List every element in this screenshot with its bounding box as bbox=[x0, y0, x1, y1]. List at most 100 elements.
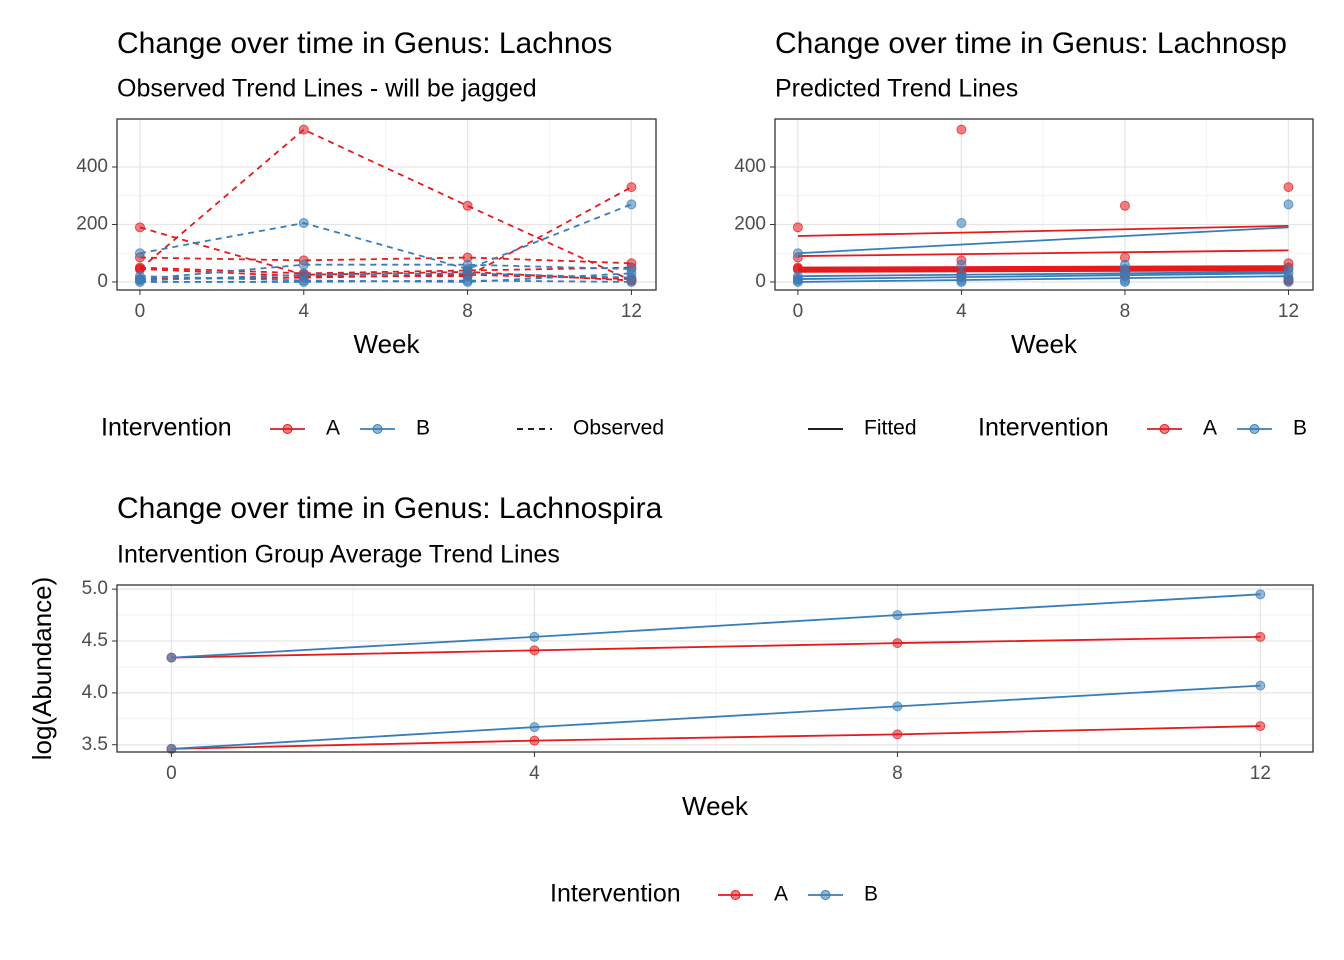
trend-line bbox=[139, 272, 632, 282]
point bbox=[956, 124, 967, 135]
chart-title: Change over time in Genus: Lachnospira bbox=[117, 492, 663, 525]
y-tick-label: 3.5 bbox=[82, 734, 108, 755]
legend-label: Fitted bbox=[864, 417, 917, 440]
point bbox=[529, 722, 540, 733]
trend-line bbox=[139, 256, 632, 265]
x-tick-label: 12 bbox=[621, 301, 642, 322]
y-tick-label: 4.5 bbox=[82, 630, 108, 651]
point bbox=[956, 259, 967, 270]
legend-title: Intervention bbox=[101, 414, 232, 442]
point bbox=[1119, 200, 1130, 211]
point bbox=[529, 645, 540, 656]
point bbox=[892, 701, 903, 712]
legend-key-point bbox=[1159, 424, 1170, 434]
point bbox=[1255, 721, 1266, 732]
point bbox=[1283, 199, 1294, 210]
y-tick-label: 4.0 bbox=[82, 682, 108, 703]
point bbox=[166, 743, 177, 754]
point bbox=[1255, 680, 1266, 691]
y-tick-label: 200 bbox=[734, 213, 766, 234]
legend-title: Intervention bbox=[978, 414, 1109, 442]
legend-key-point bbox=[1249, 424, 1260, 434]
fitted-line bbox=[797, 270, 1289, 278]
x-tick-label: 4 bbox=[298, 301, 309, 322]
point bbox=[1255, 589, 1266, 600]
panel-border bbox=[774, 118, 1314, 291]
fitted-line bbox=[797, 265, 1289, 269]
legend-title: Intervention bbox=[550, 880, 681, 908]
fitted-line bbox=[797, 272, 1289, 280]
point bbox=[956, 276, 967, 287]
fitted-line bbox=[797, 268, 1289, 272]
fitted-line bbox=[797, 225, 1289, 237]
legend-label: B bbox=[1293, 417, 1307, 440]
trend-line bbox=[171, 725, 1261, 750]
point bbox=[1283, 182, 1294, 193]
x-tick-label: 12 bbox=[1278, 301, 1299, 322]
y-tick-label: 0 bbox=[755, 271, 766, 292]
trend-line bbox=[171, 635, 1261, 659]
x-tick-label: 4 bbox=[529, 763, 540, 784]
x-tick-label: 4 bbox=[956, 301, 967, 322]
y-tick-label: 5.0 bbox=[82, 578, 108, 599]
chart-subtitle: Observed Trend Lines - will be jagged bbox=[117, 75, 537, 103]
legend-label: B bbox=[416, 417, 430, 440]
panel bbox=[117, 585, 1313, 752]
point bbox=[298, 218, 309, 229]
legend-key-point bbox=[282, 424, 293, 434]
y-tick-label: 0 bbox=[97, 271, 108, 292]
point bbox=[1255, 631, 1266, 642]
point bbox=[1283, 276, 1294, 287]
point bbox=[298, 259, 309, 270]
panel bbox=[117, 119, 656, 290]
trend-line bbox=[139, 263, 632, 280]
panel bbox=[775, 119, 1313, 290]
point bbox=[626, 276, 637, 287]
legend-label: Observed bbox=[573, 417, 664, 440]
point bbox=[1119, 259, 1130, 270]
trend-line bbox=[139, 279, 632, 283]
fitted-line bbox=[797, 249, 1289, 257]
chart-subtitle: Intervention Group Average Trend Lines bbox=[117, 541, 560, 569]
x-axis-title: Week bbox=[1011, 329, 1078, 359]
x-tick-label: 0 bbox=[793, 301, 804, 322]
x-axis-title: Week bbox=[354, 329, 421, 359]
point bbox=[462, 200, 473, 211]
point bbox=[626, 199, 637, 210]
fitted-line bbox=[797, 269, 1289, 273]
point bbox=[134, 248, 145, 259]
x-tick-label: 12 bbox=[1250, 763, 1271, 784]
point bbox=[792, 222, 803, 233]
chart-title: Change over time in Genus: Lachnos bbox=[117, 27, 612, 60]
fitted-line bbox=[797, 266, 1289, 270]
trend-line bbox=[139, 266, 632, 275]
trend-line bbox=[171, 593, 1261, 659]
point bbox=[626, 182, 637, 193]
legend-label: A bbox=[774, 883, 788, 906]
legend-key-point bbox=[730, 890, 741, 900]
point bbox=[529, 735, 540, 746]
fitted-line bbox=[797, 226, 1289, 255]
point bbox=[626, 264, 637, 275]
panel-border bbox=[116, 118, 657, 291]
legend-label: A bbox=[1203, 417, 1217, 440]
point bbox=[462, 275, 473, 286]
y-axis-title: log(Abundance) bbox=[27, 577, 57, 761]
y-tick-label: 400 bbox=[734, 156, 766, 177]
chart-title: Change over time in Genus: Lachnosp bbox=[775, 27, 1287, 60]
point bbox=[134, 222, 145, 233]
legend-label: B bbox=[864, 883, 878, 906]
point bbox=[956, 218, 967, 229]
chart-subtitle: Predicted Trend Lines bbox=[775, 75, 1018, 103]
fitted-line bbox=[797, 275, 1289, 283]
point bbox=[134, 262, 145, 273]
point bbox=[462, 259, 473, 270]
point bbox=[529, 631, 540, 642]
trend-line bbox=[171, 684, 1261, 750]
trend-line bbox=[139, 128, 632, 282]
legend-key-point bbox=[820, 890, 831, 900]
x-tick-label: 8 bbox=[462, 301, 473, 322]
legend-key-point bbox=[372, 424, 383, 434]
x-tick-label: 8 bbox=[1120, 301, 1131, 322]
